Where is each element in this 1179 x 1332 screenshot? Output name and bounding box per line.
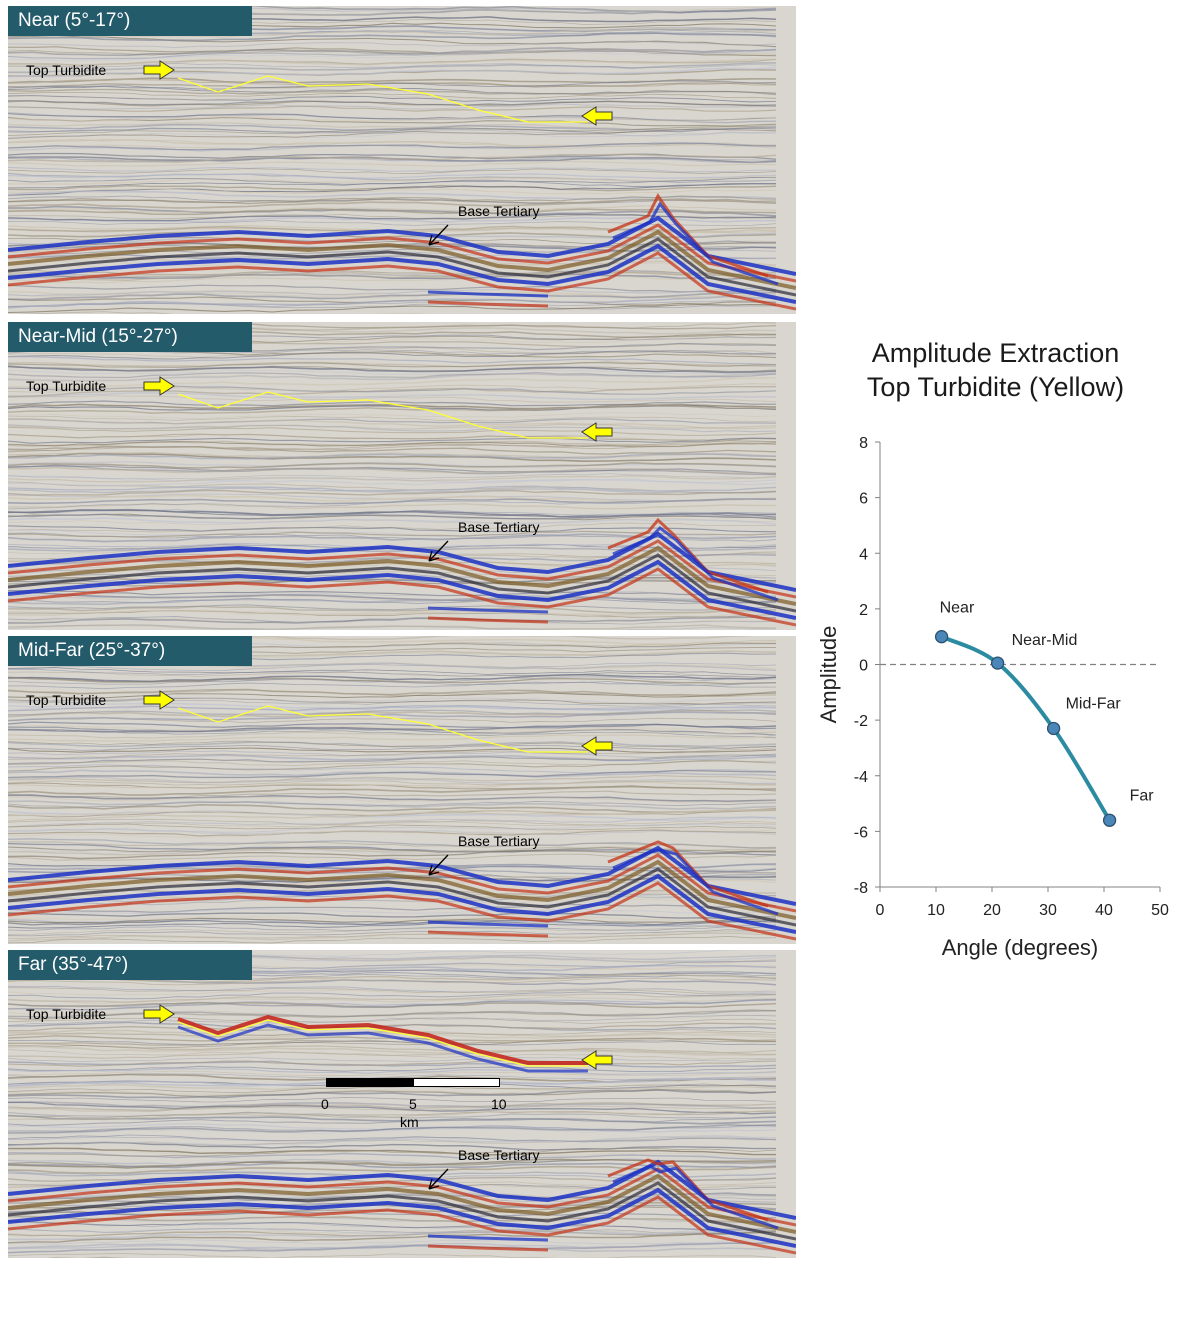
base-reflector-bands	[8, 1158, 796, 1255]
chart-title-line: Top Turbidite (Yellow)	[866, 372, 1125, 402]
amplitude-chart: Amplitude Extraction Top Turbidite (Yello…	[812, 336, 1179, 976]
seismic-section	[8, 6, 796, 314]
chart-title: Amplitude Extraction Top Turbidite (Yello…	[812, 336, 1179, 404]
data-point	[990, 656, 1005, 670]
y-axis-label: Amplitude	[816, 626, 841, 724]
y-tick-label: 6	[859, 491, 868, 508]
base-reflector-bands	[8, 193, 796, 311]
scale-bar-black-segment	[326, 1078, 414, 1087]
panel-label: Far (35°-47°)	[8, 950, 252, 980]
x-tick-label: 50	[1151, 902, 1169, 919]
top-turbidite-arrow-left	[143, 376, 175, 396]
top-turbidite-arrow-right	[581, 736, 613, 756]
seismic-panel: Near-Mid (15°-27°) Top Turbidite Base Tert…	[8, 322, 796, 630]
seismic-panel: Near (5°-17°) Top Turbidite Base Tertiary	[8, 6, 796, 314]
data-point	[1102, 813, 1117, 827]
scale-bar-white-segment	[413, 1078, 500, 1087]
y-tick-label: -8	[854, 880, 868, 897]
x-tick-label: 10	[927, 902, 945, 919]
top-turbidite-arrow-left	[143, 1004, 175, 1024]
y-tick-label: -6	[854, 824, 868, 841]
base-tertiary-arrow	[428, 224, 449, 246]
base-tertiary-label: Base Tertiary	[458, 519, 540, 535]
data-point	[934, 630, 949, 644]
far-top-reflector	[177, 1014, 588, 1073]
seismic-background	[8, 322, 796, 630]
top-turbidite-label: Top Turbidite	[26, 378, 107, 394]
data-point-label: Near-Mid	[1012, 632, 1078, 649]
data-point-label: Near	[940, 600, 975, 617]
y-tick-label: -2	[854, 713, 868, 730]
data-point	[1046, 721, 1061, 736]
seismic-panel: Mid-Far (25°-37°) Top Turbidite Base Terti…	[8, 636, 796, 944]
base-tertiary-arrow	[428, 540, 449, 562]
base-tertiary-label: Base Tertiary	[458, 1147, 540, 1163]
scale-bar: 0 5 10 km	[320, 1072, 520, 1132]
panel-label: Near (5°-17°)	[8, 6, 252, 36]
top-turbidite-horizon	[177, 75, 588, 123]
x-tick-label: 30	[1039, 902, 1057, 919]
x-axis-label: Angle (degrees)	[942, 935, 1099, 960]
top-turbidite-horizon	[177, 1019, 588, 1067]
x-tick-label: 0	[876, 902, 885, 919]
chart-plot: -8 -6 -4 -2 0 2 4 6 8 0 10 20 30 40 50 Angle (degrees) A…	[816, 435, 1169, 960]
scale-unit: km	[400, 1114, 419, 1130]
x-tick-label: 40	[1095, 902, 1113, 919]
data-point-label: Far	[1130, 787, 1155, 804]
y-tick-label: 4	[859, 546, 868, 563]
seismic-panel: Far (35°-47°) Top Turbidite Base Tertiary	[8, 950, 796, 1258]
seismic-panels: Near (5°-17°) Top Turbidite Base Tertiary N…	[8, 6, 796, 1258]
top-turbidite-label: Top Turbidite	[26, 62, 107, 78]
base-tertiary-label: Base Tertiary	[458, 833, 540, 849]
top-turbidite-horizon	[177, 391, 588, 439]
base-tertiary-arrow	[428, 1168, 449, 1190]
y-tick-label: 2	[859, 602, 868, 619]
base-tertiary-label: Base Tertiary	[458, 203, 540, 219]
seismic-section	[8, 950, 796, 1258]
top-turbidite-arrow-right	[581, 106, 613, 126]
top-turbidite-arrow-right	[581, 1050, 613, 1070]
base-tertiary-arrow	[428, 854, 449, 876]
y-tick-label: -4	[854, 769, 868, 786]
panel-label: Mid-Far (25°-37°)	[8, 636, 252, 666]
top-turbidite-label: Top Turbidite	[26, 1006, 107, 1022]
y-tick-label: 0	[859, 658, 868, 675]
x-tick-label: 20	[983, 902, 1001, 919]
amplitude-curve	[940, 634, 1112, 822]
scale-tick-0: 0	[321, 1096, 329, 1112]
y-tick-label: 8	[859, 435, 868, 452]
panel-label: Near-Mid (15°-27°)	[8, 322, 252, 352]
seismic-section	[8, 322, 796, 630]
scale-tick-5: 5	[409, 1096, 417, 1112]
seismic-section	[8, 636, 796, 944]
top-turbidite-arrow-left	[143, 690, 175, 710]
data-point-label: Mid-Far	[1066, 695, 1122, 712]
scale-tick-10: 10	[491, 1096, 507, 1112]
top-turbidite-horizon	[177, 705, 588, 753]
top-turbidite-label: Top Turbidite	[26, 692, 107, 708]
top-turbidite-arrow-left	[143, 60, 175, 80]
chart-title-line: Amplitude Extraction	[871, 338, 1120, 368]
top-turbidite-arrow-right	[581, 422, 613, 442]
